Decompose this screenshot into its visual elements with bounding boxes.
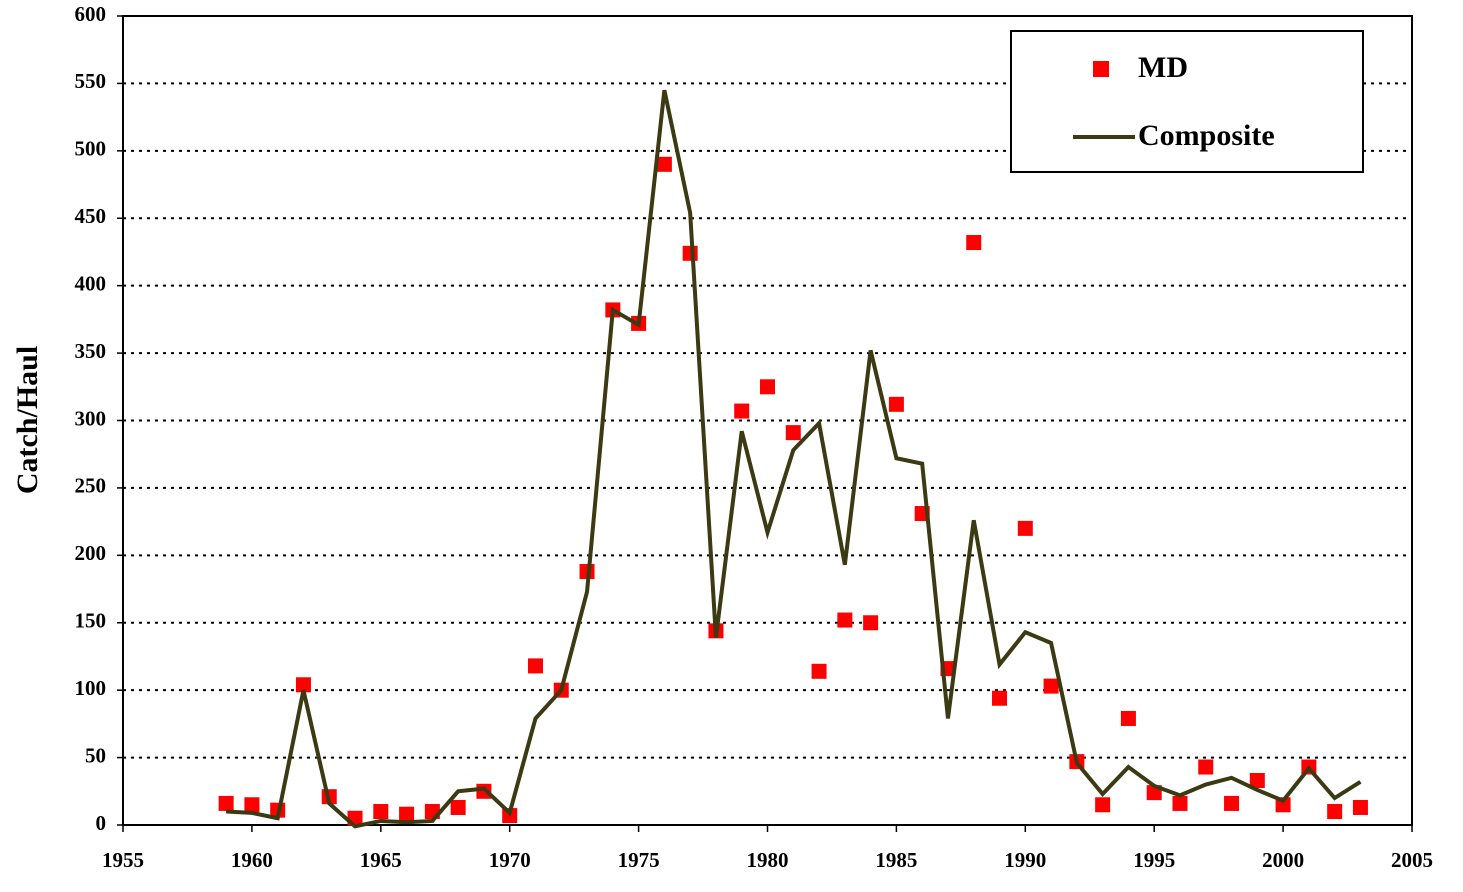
marker [1327, 804, 1343, 820]
x-tick-label: 1975 [618, 848, 660, 872]
marker [992, 690, 1008, 706]
x-tick-label: 1980 [747, 848, 789, 872]
x-tick-label: 1960 [231, 848, 273, 872]
marker [1224, 795, 1240, 811]
marker [863, 615, 879, 631]
marker [785, 425, 801, 441]
marker [1120, 710, 1136, 726]
marker [295, 677, 311, 693]
marker [1352, 799, 1368, 815]
y-tick-label: 500 [75, 137, 107, 161]
y-tick-label: 150 [75, 609, 107, 633]
marker [1172, 795, 1188, 811]
marker [888, 396, 904, 412]
y-tick-label: 0 [96, 811, 107, 835]
y-tick-label: 200 [75, 541, 107, 565]
marker [682, 245, 698, 261]
marker [244, 797, 260, 813]
x-tick-label: 1990 [1004, 848, 1046, 872]
marker [1249, 773, 1265, 789]
y-tick-label: 50 [85, 743, 106, 767]
marker [837, 612, 853, 628]
y-tick-label: 550 [75, 69, 107, 93]
x-tick-label: 1995 [1133, 848, 1175, 872]
y-tick-label: 100 [75, 676, 107, 700]
marker [1043, 678, 1059, 694]
y-tick-label: 450 [75, 204, 107, 228]
legend-label: MD [1138, 51, 1188, 84]
legend-symbol [1093, 61, 1109, 77]
x-tick-label: 1985 [875, 848, 917, 872]
marker [450, 799, 466, 815]
x-tick-label: 2005 [1391, 848, 1433, 872]
series-line [226, 89, 1362, 829]
marker [373, 804, 389, 820]
marker [760, 379, 775, 395]
y-axis-title: Catch/Haul [11, 346, 44, 494]
marker [656, 156, 672, 172]
x-tick-label: 1970 [489, 848, 531, 872]
legend-box [1010, 30, 1364, 173]
marker [1198, 759, 1214, 775]
marker [966, 235, 982, 251]
marker [811, 663, 827, 679]
y-tick-label: 250 [75, 474, 107, 498]
y-tick-label: 300 [75, 406, 107, 430]
x-tick-label: 2000 [1262, 848, 1304, 872]
y-tick-label: 350 [75, 339, 107, 363]
y-tick-label: 600 [75, 2, 107, 26]
marker [218, 795, 234, 811]
legend-label: Composite [1138, 119, 1275, 152]
marker [399, 806, 415, 822]
y-tick-label: 400 [75, 271, 107, 295]
marker [1095, 797, 1111, 813]
x-tick-label: 1955 [102, 848, 144, 872]
marker [1017, 520, 1033, 536]
x-tick-label: 1965 [360, 848, 402, 872]
marker [527, 658, 543, 674]
plot-border [122, 15, 1413, 826]
marker [734, 403, 750, 419]
